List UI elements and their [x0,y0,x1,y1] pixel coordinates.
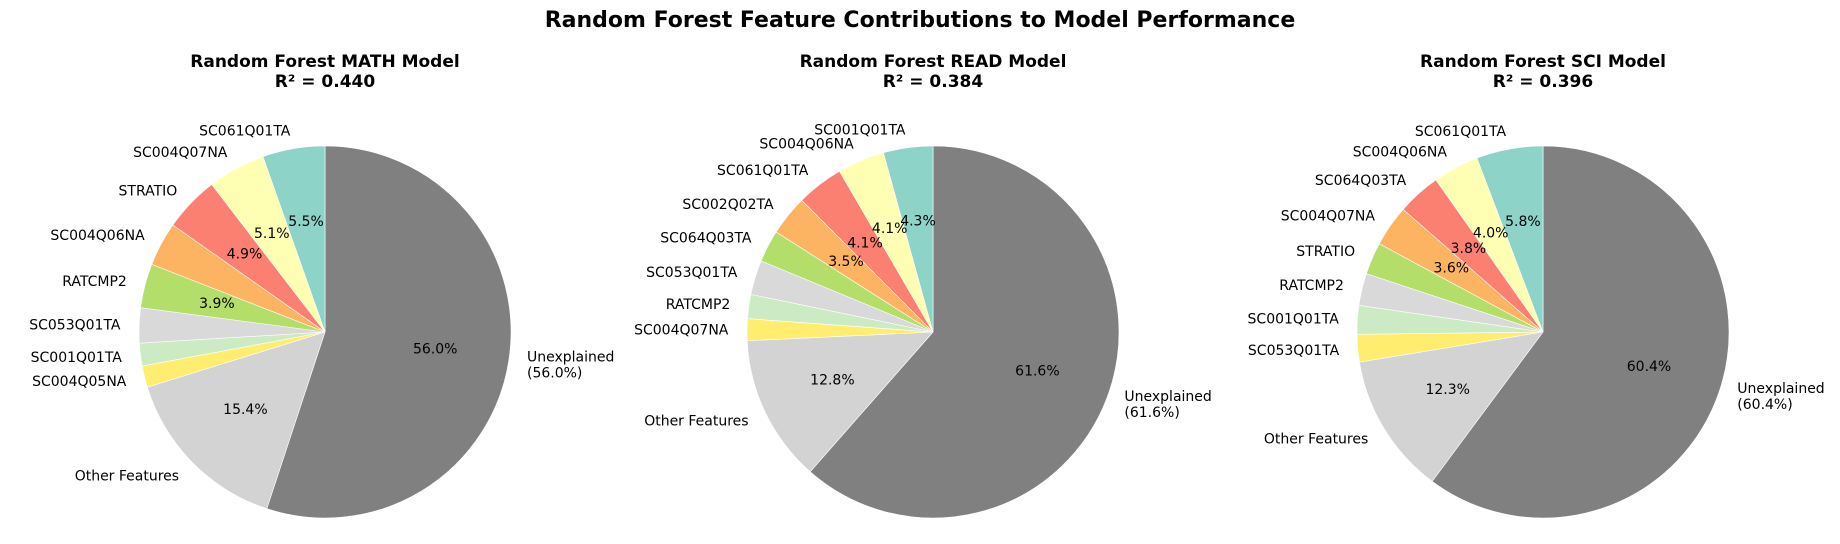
slice-category-label: STRATIO [1296,244,1355,260]
slice-percent-label: 56.0% [413,342,457,358]
panel-title-text: Random Forest MATH Model [190,52,460,72]
slice-percent-label: 60.4% [1627,359,1671,375]
pie-slice [883,145,934,333]
slice-category-label: RATCMP2 [1279,278,1344,294]
panel-subtitle-text: R² = 0.440 [274,72,376,92]
slice-category-label: Other Features [75,468,179,484]
slice-category-label: SC004Q07NA [1281,208,1376,224]
slice-percent-label: 15.4% [223,402,267,418]
slice-category-label: SC004Q07NA [133,145,228,161]
pie-slice [746,331,934,473]
panel-title-text: Random Forest SCI Model [1420,52,1666,72]
slice-category-label: RATCMP2 [666,297,731,313]
slice-percent-label: 61.6% [1015,363,1059,379]
pie-slice [809,145,1120,519]
slice-percent-label: 5.5% [288,214,324,230]
pie-slice [1431,145,1730,519]
slice-percent-label: 3.5% [828,254,864,270]
slice-category-label: SC004Q07NA [634,322,729,338]
slice-category-label: SC061Q01TA [199,123,291,139]
slice-category-label: SC001Q01TA [31,350,123,366]
pie-slice [146,331,326,510]
pie-slice [1476,145,1544,333]
slice-percent-label: 12.3% [1425,382,1469,398]
slice-category-label: Unexplained (60.4%) [1737,381,1824,413]
slice-category-label: Unexplained (56.0%) [527,349,614,381]
read-pie-chart: 61.6% Unexplained (61.6%) 12.8% Other Featur… [634,122,1212,519]
pie-slice [262,145,326,333]
pie-slices [746,145,1120,519]
slice-percent-label: 3.6% [1434,260,1470,276]
slice-category-label: SC004Q06NA [1353,144,1448,160]
sci-pie-chart: 60.4% Unexplained (60.4%) 12.3% Other Featur… [1248,124,1825,519]
panel-title: Random Forest READ Model R² = 0.384 [733,52,1133,92]
slice-category-label: Other Features [1264,432,1368,448]
panel-title-text: Random Forest READ Model [799,52,1067,72]
pie-labels: 61.6% Unexplained (61.6%) 12.8% Other Featur… [634,122,1212,429]
panel-subtitle-text: R² = 0.384 [882,72,984,92]
slice-category-label: SC061Q01TA [717,163,809,179]
figure-title: Random Forest Feature Contributions to M… [544,8,1296,33]
slice-category-label: SC004Q06NA [50,228,145,244]
pie-labels: 56.0% Unexplained (56.0%) 15.4% Other Featur… [29,123,614,484]
slice-category-label: Other Features [644,414,748,430]
slice-category-label: SC001Q01TA [1248,312,1340,328]
slice-percent-label: 3.8% [1451,241,1487,257]
slice-percent-label: 4.3% [900,213,936,229]
slice-category-label: Unexplained (61.6%) [1124,389,1211,421]
slice-category-label: SC064Q03TA [1315,173,1407,189]
slice-category-label: SC064Q03TA [660,231,752,247]
slice-percent-label: 5.1% [254,226,290,242]
slice-percent-label: 4.0% [1473,225,1509,241]
slice-category-label: SC053Q01TA [1248,343,1340,359]
slice-category-label: SC001Q01TA [814,122,906,138]
slice-percent-label: 4.1% [872,221,908,237]
math-pie-chart: 56.0% Unexplained (56.0%) 15.4% Other Featur… [29,123,614,519]
slice-category-label: STRATIO [119,183,178,199]
slice-percent-label: 4.1% [847,236,883,252]
panel-title: Random Forest SCI Model R² = 0.396 [1343,52,1743,92]
slice-percent-label: 3.9% [199,296,235,312]
pie-slice [266,145,512,519]
slice-percent-label: 12.8% [810,372,854,388]
pie-slices [138,145,512,519]
pie-labels: 60.4% Unexplained (60.4%) 12.3% Other Featur… [1248,124,1825,448]
slice-category-label: SC061Q01TA [1415,124,1507,140]
slice-category-label: SC002Q02TA [682,197,774,213]
pie-slice [1359,331,1544,482]
slice-category-label: RATCMP2 [62,274,127,290]
slice-percent-label: 5.8% [1505,214,1541,230]
slice-category-label: SC053Q01TA [29,318,121,334]
panel-title: Random Forest MATH Model R² = 0.440 [125,52,525,92]
slice-category-label: SC053Q01TA [646,265,738,281]
slice-category-label: SC004Q05NA [32,374,127,390]
panel-subtitle-text: R² = 0.396 [1492,72,1594,92]
pie-slices [1356,145,1730,519]
slice-category-label: SC004Q06NA [759,136,854,152]
slice-percent-label: 4.9% [227,247,263,263]
